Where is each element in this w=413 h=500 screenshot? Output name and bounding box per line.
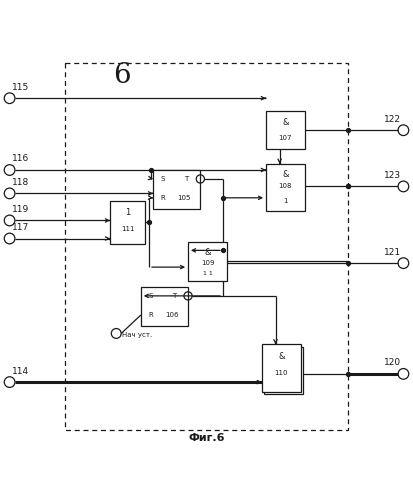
Text: 121: 121 <box>384 248 401 256</box>
Text: 1 1: 1 1 <box>203 272 212 276</box>
Text: Нач уст.: Нач уст. <box>122 332 153 338</box>
Text: 1: 1 <box>125 208 130 218</box>
Text: 114: 114 <box>12 366 29 376</box>
Text: Фиг.6: Фиг.6 <box>188 433 225 443</box>
Bar <box>266 164 305 211</box>
Text: 119: 119 <box>12 205 29 214</box>
Bar <box>153 170 200 209</box>
Text: S: S <box>149 293 153 299</box>
Text: 108: 108 <box>279 184 292 190</box>
Text: &: & <box>282 170 289 178</box>
Text: 109: 109 <box>201 260 214 266</box>
Text: 116: 116 <box>12 154 29 164</box>
Text: 111: 111 <box>121 226 134 232</box>
Text: 107: 107 <box>279 135 292 141</box>
Text: R: R <box>161 195 166 201</box>
Text: 115: 115 <box>12 82 29 92</box>
Bar <box>141 287 188 326</box>
Text: 106: 106 <box>165 312 178 318</box>
Text: 122: 122 <box>385 114 401 124</box>
Bar <box>266 110 305 150</box>
Text: 105: 105 <box>177 195 190 201</box>
Text: T: T <box>185 176 189 182</box>
Bar <box>264 347 303 395</box>
Text: 117: 117 <box>12 223 29 232</box>
Bar <box>188 242 227 281</box>
Text: 120: 120 <box>384 358 401 368</box>
Text: T: T <box>172 293 176 299</box>
Text: &: & <box>278 352 285 360</box>
Bar <box>110 201 145 244</box>
Text: &: & <box>204 248 211 257</box>
Bar <box>262 344 301 392</box>
Text: S: S <box>161 176 165 182</box>
Text: 6: 6 <box>114 62 131 89</box>
Text: 1: 1 <box>283 198 288 203</box>
Text: 118: 118 <box>12 178 29 187</box>
Text: 123: 123 <box>384 171 401 180</box>
Text: 110: 110 <box>275 370 288 376</box>
Text: R: R <box>148 312 153 318</box>
Text: &: & <box>282 118 289 128</box>
